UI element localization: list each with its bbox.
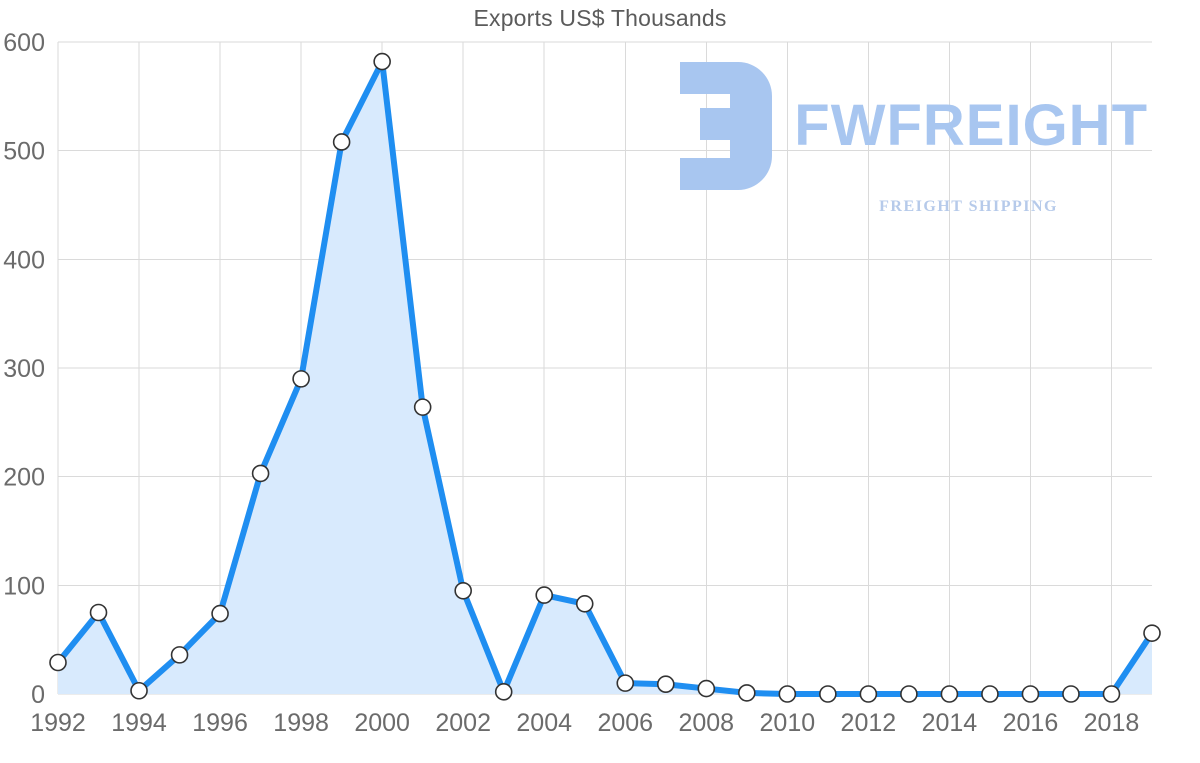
svg-text:600: 600 (3, 29, 45, 57)
svg-text:400: 400 (3, 246, 45, 274)
svg-text:2004: 2004 (516, 709, 572, 737)
svg-text:300: 300 (3, 355, 45, 383)
area-fill (58, 61, 1152, 695)
svg-text:2002: 2002 (435, 709, 491, 737)
chart-title: Exports US$ Thousands (473, 5, 727, 31)
svg-text:2018: 2018 (1084, 709, 1140, 737)
svg-text:1994: 1994 (111, 709, 167, 737)
x-axis-tick-labels: 1992 1994 1996 1998 2000 2002 2004 2006 2008 2010… (30, 709, 1139, 737)
svg-text:2008: 2008 (678, 709, 734, 737)
svg-text:0: 0 (31, 681, 45, 709)
svg-text:1996: 1996 (192, 709, 248, 737)
svg-text:500: 500 (3, 138, 45, 166)
svg-text:2012: 2012 (841, 709, 897, 737)
svg-text:1992: 1992 (30, 709, 86, 737)
svg-text:200: 200 (3, 464, 45, 492)
data-line (55, 58, 1155, 697)
y-axis-tick-labels: 0 100 200 300 400 500 600 (3, 29, 45, 709)
svg-text:2016: 2016 (1003, 709, 1059, 737)
svg-text:2010: 2010 (760, 709, 816, 737)
svg-text:100: 100 (3, 572, 45, 600)
svg-text:2000: 2000 (354, 709, 410, 737)
svg-text:1998: 1998 (273, 709, 329, 737)
data-point-markers (49, 52, 1161, 703)
svg-text:2014: 2014 (922, 709, 978, 737)
svg-text:2006: 2006 (597, 709, 653, 737)
